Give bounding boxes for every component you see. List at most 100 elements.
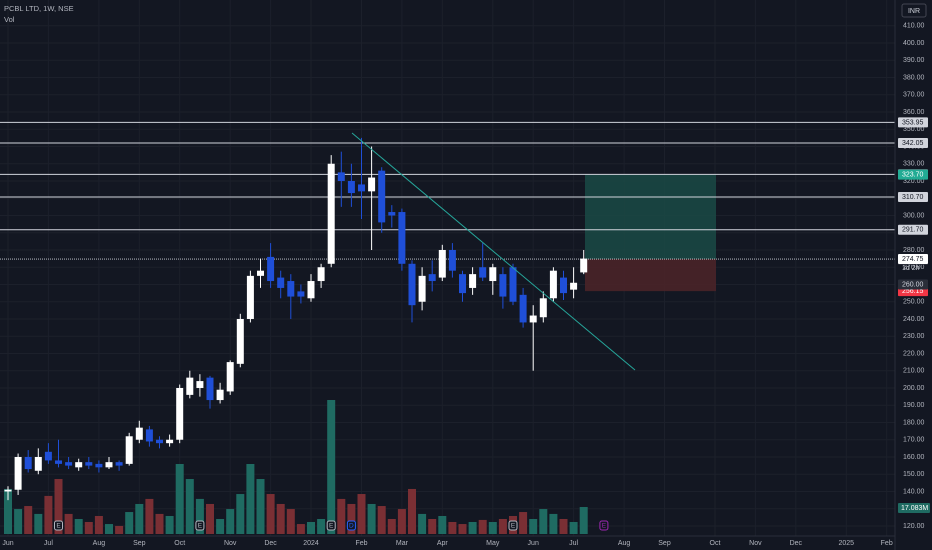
currency-box[interactable] [901, 3, 927, 18]
price-tag-label: 291.70 [902, 227, 924, 234]
y-tick-label: 350.00 [903, 126, 925, 133]
candle-body [378, 170, 386, 223]
price-tag-label: 260.00 [902, 281, 924, 288]
volume-bar [216, 518, 225, 534]
event-label: D [349, 523, 354, 530]
volume-bar [357, 494, 366, 534]
y-tick-label: 320.00 [903, 178, 925, 185]
y-tick-label: 250.00 [903, 299, 925, 306]
volume-bar [195, 498, 204, 534]
candle-body [519, 294, 527, 323]
x-tick-label: Aug [93, 540, 106, 547]
candle-body [347, 180, 355, 194]
y-tick-label: 370.00 [903, 92, 925, 99]
y-tick-label: 280.00 [903, 247, 925, 254]
y-tick-label: 390.00 [903, 57, 925, 64]
candle-body [448, 249, 456, 271]
volume-bar [84, 521, 93, 534]
volume-bar [185, 479, 194, 534]
candle-body [297, 291, 305, 297]
candle-body [469, 274, 477, 288]
chart-title: PCBL LTD, 1W, NSE [4, 4, 74, 13]
x-tick-label: Jul [44, 540, 53, 547]
candle-body [206, 377, 214, 401]
candle-body [428, 274, 436, 282]
volume-bar [478, 519, 487, 534]
volume-bar [105, 524, 113, 534]
volume-bar [24, 506, 33, 534]
volume-bar [34, 513, 43, 534]
volume-bar [337, 498, 346, 534]
x-tick-label: May [486, 540, 500, 547]
candle-body [257, 270, 264, 276]
y-tick-label: 190.00 [903, 402, 925, 409]
volume-bar [529, 518, 538, 534]
x-tick-label: Jul [569, 540, 578, 547]
y-tick-label: 300.00 [903, 212, 925, 219]
price-tag [898, 137, 928, 148]
volume-bar [428, 518, 437, 534]
volume-bar [317, 518, 326, 534]
candle-body [115, 462, 123, 466]
y-tick-label: 220.00 [903, 350, 925, 357]
volume-bar [276, 503, 285, 534]
volume-bar [44, 495, 53, 534]
candle-body [438, 249, 446, 278]
event-marker [599, 520, 609, 531]
volume-bar [468, 521, 477, 534]
event-label: E [56, 523, 61, 530]
price-tag-label: 256.15 [902, 288, 924, 295]
candle-body [267, 256, 275, 282]
volume-bar [14, 509, 23, 534]
y-tick-label: 240.00 [903, 316, 925, 323]
candle-body [135, 427, 143, 440]
x-tick-label: Oct [174, 540, 185, 547]
candle-body [418, 275, 426, 302]
candle-body [196, 381, 204, 388]
event-label: E [329, 523, 334, 530]
volume-bar [125, 512, 134, 534]
x-tick-label: Feb [355, 540, 367, 547]
volume-bar [387, 518, 396, 534]
price-tag-label: 310.70 [902, 194, 924, 201]
price-tag-label: 353.95 [902, 119, 924, 126]
volume-bar [246, 463, 255, 534]
candle-body [479, 267, 487, 278]
volume-bar [64, 513, 73, 534]
candle-body [186, 377, 194, 395]
candle-body [24, 456, 32, 470]
volume-bar [559, 518, 568, 534]
volume-bar [579, 507, 588, 534]
candle-body [125, 436, 133, 464]
y-tick-label: 230.00 [903, 333, 925, 340]
volume-bar [175, 463, 184, 534]
event-label: E [511, 523, 516, 530]
y-tick-label: 160.00 [903, 454, 925, 461]
y-tick-label: 120.00 [903, 523, 925, 530]
candle-body [246, 275, 254, 319]
volume-bar [155, 513, 164, 534]
candle-body [560, 277, 567, 294]
candle-body [408, 263, 416, 306]
candle-body [549, 270, 557, 299]
volume-bar [206, 503, 214, 534]
price-tag [898, 254, 928, 265]
volume-bar [226, 509, 235, 534]
volume-bar [307, 521, 315, 534]
y-tick-label: 380.00 [903, 74, 925, 81]
x-tick-label: Nov [224, 540, 237, 547]
volume-bar [165, 515, 174, 534]
x-tick-label: Dec [790, 540, 803, 547]
candle-body [489, 267, 497, 282]
y-tick-label: 360.00 [903, 109, 925, 116]
candle-body [327, 163, 335, 264]
volume-bar [448, 521, 457, 534]
currency[interactable]: INR [908, 8, 920, 15]
x-tick-label: Dec [264, 540, 277, 547]
y-tick-label: 180.00 [903, 419, 925, 426]
candle-body [398, 212, 406, 264]
x-tick-label: Jun [528, 540, 539, 547]
candle-body [216, 389, 224, 401]
candle-body [580, 258, 588, 273]
